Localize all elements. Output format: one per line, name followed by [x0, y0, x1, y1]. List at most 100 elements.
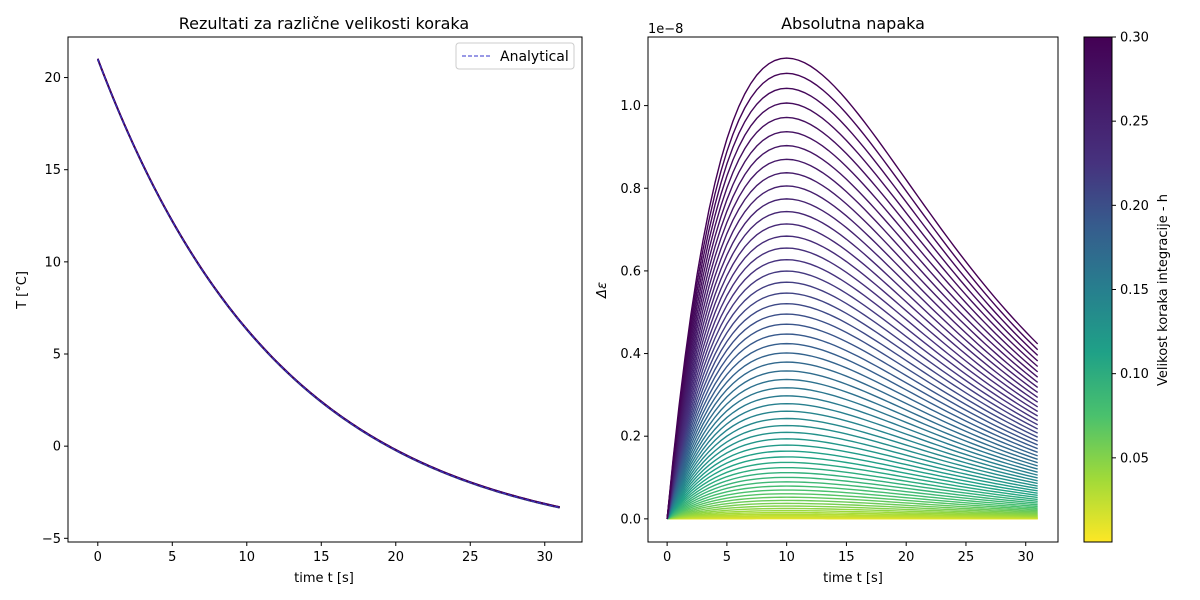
error-curve	[666, 417, 1038, 520]
right-offset-label: 1e−8	[648, 22, 683, 37]
error-curve	[666, 450, 1038, 520]
y-tick-label: 10	[44, 255, 61, 270]
colorbar-gradient	[1083, 36, 1113, 543]
y-tick-label: 15	[44, 163, 61, 178]
error-curve	[666, 471, 1038, 520]
error-curve	[666, 378, 1038, 520]
colorbar: 0.05 0.10 0.15 0.20 0.25 0.30 Velikost koraka…	[1083, 31, 1171, 543]
error-curve	[666, 438, 1038, 520]
x-tick-label: 25	[958, 550, 975, 565]
error-curve	[666, 292, 1038, 520]
numerical-solution-line	[97, 58, 560, 508]
numerical-solution-line	[97, 59, 560, 509]
colorbar-tick-label: 0.20	[1120, 199, 1149, 214]
right-x-axis-label: time t [s]	[823, 571, 883, 586]
y-tick-label: 0.0	[620, 512, 641, 527]
error-curve	[666, 387, 1038, 520]
numerical-solution-line	[97, 58, 560, 508]
error-curve	[666, 485, 1038, 520]
error-curve	[666, 144, 1039, 519]
error-curve	[666, 410, 1038, 520]
numerical-solution-line	[97, 58, 560, 509]
colorbar-tick-label: 0.25	[1120, 115, 1149, 130]
error-curve	[666, 456, 1038, 520]
x-tick-label: 20	[898, 550, 915, 565]
error-curve	[666, 333, 1038, 520]
right-y-axis-label: Δε	[595, 282, 610, 299]
legend-box	[455, 42, 575, 70]
error-curve	[666, 313, 1038, 520]
error-curve	[666, 395, 1038, 520]
numerical-solution-line	[97, 58, 560, 509]
error-curve	[666, 507, 1038, 520]
error-curve	[666, 172, 1039, 519]
y-tick-label: 20	[44, 71, 61, 86]
error-curve	[666, 466, 1038, 520]
error-curve	[667, 513, 1038, 520]
colorbar-tick-label: 0.10	[1120, 367, 1149, 382]
y-tick-label: 0.6	[620, 264, 641, 279]
left-legend: Analytical	[455, 42, 575, 70]
x-tick-label: 5	[168, 550, 176, 565]
right-chart: Absolutna napaka 0 5 10 15 20 25 30 0.00.20.40…	[595, 14, 1059, 586]
y-tick-label: 5	[53, 348, 61, 363]
left-y-ticks: −5 0 5 10 15 20	[42, 71, 68, 547]
error-curve	[666, 72, 1039, 519]
numerical-solution-line	[97, 58, 560, 508]
error-curve	[666, 489, 1038, 520]
left-axes-frame	[67, 36, 583, 543]
error-curve	[667, 511, 1038, 520]
error-curve	[666, 116, 1039, 519]
error-curve	[666, 270, 1039, 519]
error-curve	[666, 352, 1038, 520]
colorbar-tick-label: 0.05	[1120, 451, 1149, 466]
left-x-ticks: 0 5 10 15 20 25 30	[94, 542, 553, 565]
error-curve	[667, 514, 1038, 520]
y-tick-label: −5	[42, 532, 61, 547]
x-tick-label: 15	[838, 550, 855, 565]
error-curve	[666, 281, 1039, 519]
error-curve	[666, 496, 1038, 520]
error-curve	[666, 158, 1039, 519]
x-tick-label: 0	[663, 550, 671, 565]
numerical-solution-line	[97, 59, 560, 509]
error-curve	[666, 198, 1039, 519]
y-tick-label: 0.2	[620, 430, 641, 445]
error-curve	[666, 210, 1039, 519]
x-tick-label: 5	[723, 550, 731, 565]
x-tick-label: 30	[536, 550, 553, 565]
left-chart: Rezultati za različne velikosti koraka 0…	[15, 14, 583, 586]
x-tick-label: 20	[387, 550, 404, 565]
error-curve	[666, 323, 1038, 520]
x-tick-label: 15	[313, 550, 330, 565]
error-curve	[666, 424, 1038, 520]
error-curve	[666, 87, 1039, 519]
error-curve	[666, 235, 1039, 519]
error-curve	[666, 431, 1038, 520]
left-plot-area	[97, 58, 560, 509]
colorbar-tick-label: 0.15	[1120, 283, 1149, 298]
error-curve	[666, 247, 1039, 519]
y-tick-label: 0	[53, 440, 61, 455]
numerical-solution-line	[97, 59, 560, 509]
error-curve	[666, 223, 1039, 519]
x-tick-label: 30	[1017, 550, 1034, 565]
error-curve	[666, 461, 1038, 520]
error-curve	[666, 444, 1038, 520]
error-curve	[666, 342, 1038, 520]
y-tick-label: 0.8	[620, 182, 641, 197]
y-tick-label: 0.4	[620, 347, 641, 362]
error-curve	[666, 130, 1039, 519]
error-curve	[666, 361, 1038, 520]
error-curve	[666, 499, 1038, 520]
error-curve	[666, 258, 1039, 519]
colorbar-tick-label: 0.30	[1120, 31, 1149, 46]
error-curve	[666, 505, 1038, 520]
x-tick-label: 0	[94, 550, 102, 565]
right-x-ticks: 0 5 10 15 20 25 30	[663, 542, 1034, 565]
x-tick-label: 10	[239, 550, 256, 565]
right-y-ticks: 0.0 0.2 0.4 0.6 0.8 1.0	[620, 99, 648, 527]
left-y-axis-label: T [°C]	[15, 271, 30, 310]
error-curve	[666, 481, 1038, 520]
